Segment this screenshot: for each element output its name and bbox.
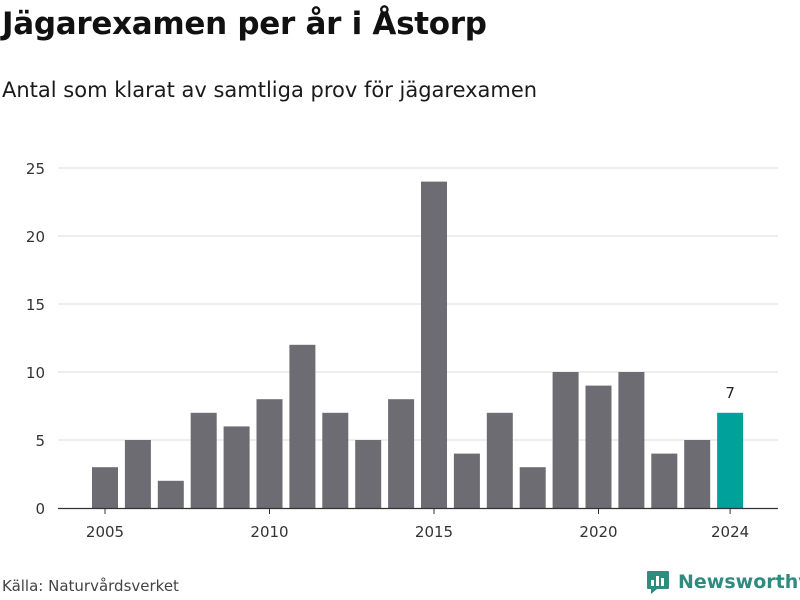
y-tick-label-25: 25: [26, 160, 45, 178]
bar-2015: [421, 181, 447, 508]
bar-2022: [651, 453, 678, 508]
bar-2016: [453, 453, 480, 508]
y-tick-label-10: 10: [26, 364, 45, 382]
bar-2018: [519, 467, 546, 508]
bar-2019: [552, 372, 579, 508]
y-tick-label-15: 15: [26, 296, 45, 314]
newsworthy-logo: Newsworthy: [645, 569, 800, 595]
y-tick-label-5: 5: [35, 432, 45, 450]
bar-2008: [190, 412, 217, 508]
bar-2006: [124, 440, 151, 508]
x-tick-label-2005: 2005: [86, 523, 124, 541]
bar-2007: [157, 480, 184, 508]
brand-name: Newsworthy: [678, 571, 800, 593]
y-tick-label-0: 0: [35, 500, 45, 518]
bar-2024: [717, 412, 744, 508]
bar-2021: [618, 372, 645, 508]
bar-2023: [684, 440, 711, 508]
bar-2013: [355, 440, 382, 508]
newsworthy-icon: [647, 571, 669, 594]
x-tick-label-2010: 2010: [250, 523, 288, 541]
bar-2005: [92, 467, 118, 508]
y-tick-label-20: 20: [26, 228, 45, 246]
bar-2017: [486, 412, 513, 508]
x-tick-label-2020: 2020: [579, 523, 617, 541]
data-label-2024: 7: [725, 384, 735, 402]
bar-2014: [388, 399, 415, 508]
bar-2009: [223, 426, 250, 508]
chart-title: Jägarexamen per år i Åstorp: [2, 6, 487, 42]
bar-2012: [322, 412, 349, 508]
bar-2020: [585, 385, 612, 508]
x-tick-label-2024: 2024: [711, 523, 749, 541]
bar-2011: [289, 344, 316, 508]
source-note: Källa: Naturvårdsverket: [2, 577, 179, 595]
x-tick-label-2015: 2015: [415, 523, 453, 541]
bar-2010: [256, 399, 283, 508]
chart-subtitle: Antal som klarat av samtliga prov för jä…: [2, 78, 538, 102]
